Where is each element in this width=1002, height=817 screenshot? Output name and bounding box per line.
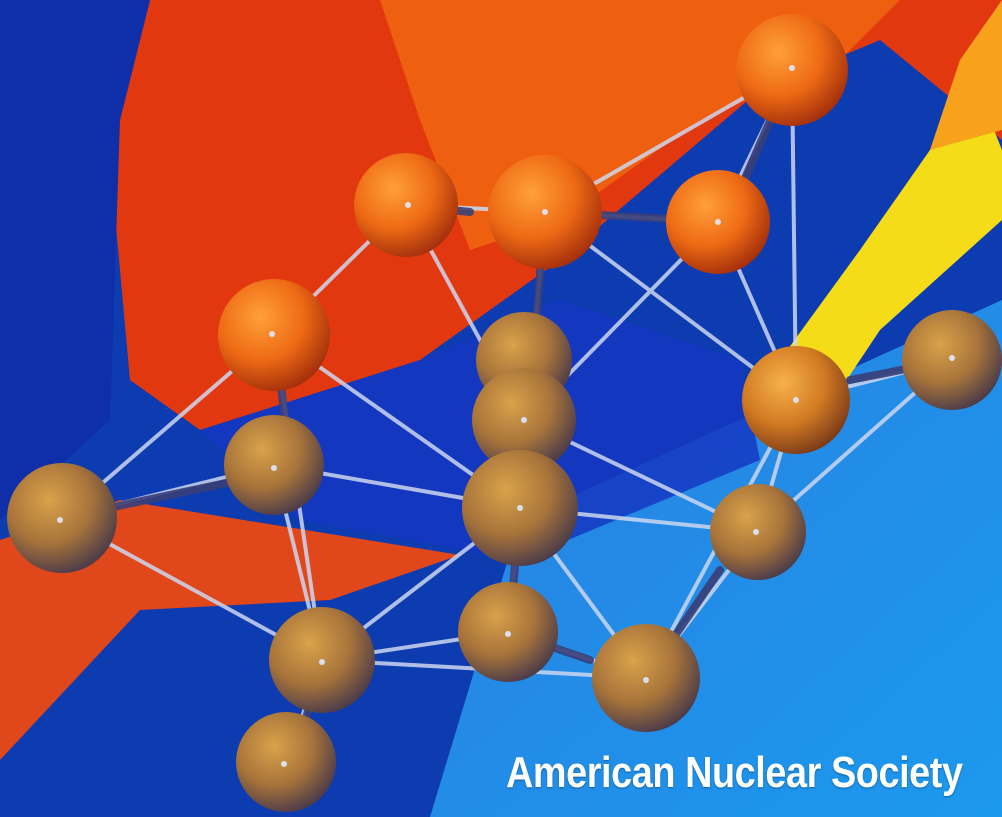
background-left-blue [0,0,150,520]
background-yellow-upper [930,0,1002,150]
atom-highlights [57,65,955,767]
organization-name-caption: American Nuclear Society [506,748,963,797]
background-sky-blue [430,300,1002,817]
background-lower-left-red [0,500,460,760]
molecule-atoms [7,14,1002,812]
